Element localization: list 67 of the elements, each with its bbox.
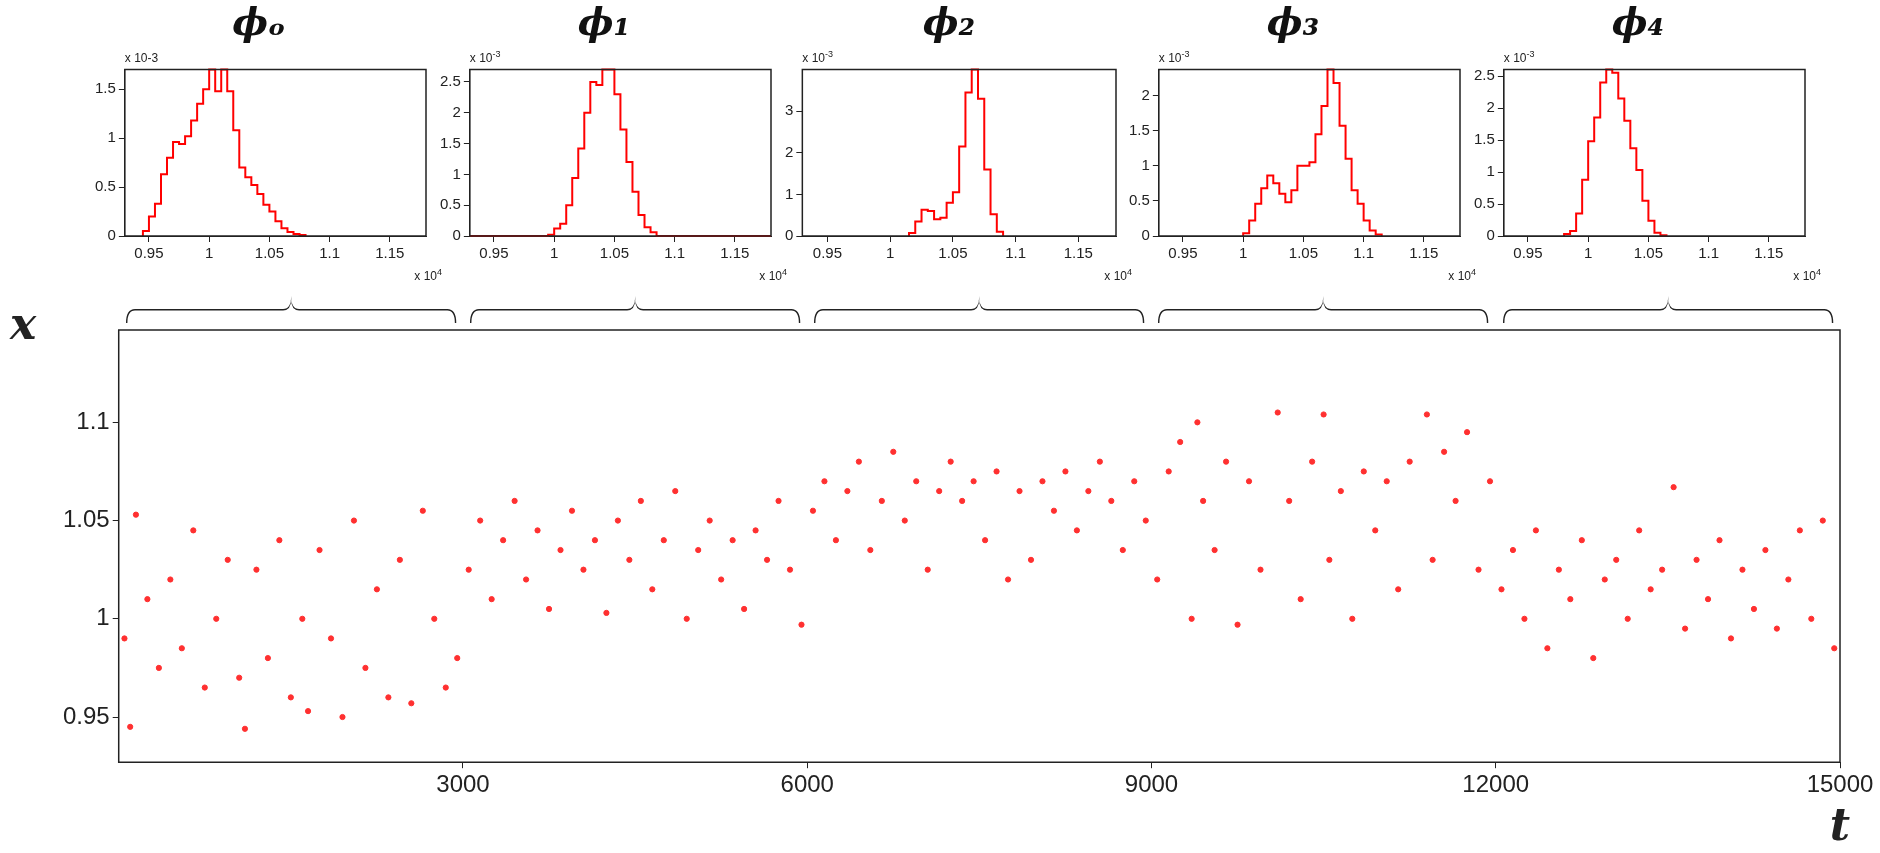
x-tick-label: 1.1 [1698, 244, 1720, 262]
y-tick-label: 2.5 [439, 72, 461, 90]
y-tick-label: 1.5 [1128, 120, 1150, 138]
y-tick-label: 0 [1486, 226, 1495, 244]
y-tick-label: 1 [96, 603, 110, 631]
y-tick-label: 0.95 [62, 701, 110, 729]
y-tick-label: 2 [1141, 85, 1150, 103]
y-tick-label: 1.5 [94, 79, 116, 97]
y-tick-label: 0 [452, 226, 461, 244]
x-tick-label: 1.05 [938, 244, 968, 262]
chart-title: ϕ₁ [577, 0, 631, 44]
y-tick-label: 1.5 [1473, 130, 1495, 148]
y-tick-label: 1.5 [439, 133, 461, 151]
y-tick-label: 0 [1141, 226, 1150, 244]
x-tick-label: 0.95 [1513, 244, 1543, 262]
y-tick-label: 2.5 [1473, 66, 1495, 84]
y-tick-label: 0.5 [439, 195, 461, 213]
chart-title: ϕ₂ [922, 0, 976, 44]
y-tick-label: 1.05 [62, 505, 110, 533]
x-tick-label: 0.95 [134, 244, 164, 262]
y-tick-label: 0 [107, 226, 116, 244]
y-tick-label: 1.1 [76, 406, 110, 434]
x-axis-title: t [1829, 799, 1851, 851]
x-tick-label: 9000 [1124, 770, 1179, 798]
y-tick-label: 0.5 [94, 177, 116, 195]
x-tick-label: 1.05 [1633, 244, 1663, 262]
x-tick-label: 1.05 [599, 244, 629, 262]
x-tick-label: 1 [550, 244, 559, 262]
x-tick-label: 1 [1584, 244, 1593, 262]
x-tick-label: 3000 [436, 770, 490, 798]
x-tick-label: 12000 [1462, 770, 1530, 798]
y-tick-label: 1 [785, 184, 794, 202]
chart-title: ϕ₄ [1611, 0, 1665, 44]
y-tick-label: 0.5 [1473, 194, 1495, 212]
x-tick-label: 1 [1239, 244, 1248, 262]
x-tick-label: 1.05 [1288, 244, 1318, 262]
x-tick-label: 1.15 [375, 244, 405, 262]
text: x 10-3 [124, 50, 159, 65]
y-tick-label: 3 [785, 101, 794, 119]
x-tick-label: 1 [885, 244, 895, 262]
y-axis-title: x [9, 298, 37, 350]
y-tick-label: 1 [1486, 162, 1495, 180]
x-tick-label: 1.15 [720, 244, 750, 262]
y-tick-label: 2 [1486, 98, 1495, 116]
x-tick-label: 1.1 [1005, 244, 1027, 262]
x-tick-label: 0.95 [812, 244, 843, 262]
x-tick-label: 1.15 [1409, 244, 1439, 262]
x-tick-label: 1.1 [664, 244, 686, 262]
x-tick-label: 1 [205, 244, 214, 262]
chart-title: ϕₒ [232, 0, 286, 44]
y-tick-label: 0.5 [1128, 191, 1150, 209]
x-tick-label: 1.15 [1063, 244, 1093, 262]
y-tick-label: 1 [452, 164, 461, 182]
y-tick-label: 0 [785, 226, 794, 244]
x-tick-label: 1.1 [1353, 244, 1375, 262]
y-tick-label: 2 [452, 102, 461, 120]
y-tick-label: 1 [107, 128, 116, 146]
x-tick-label: 6000 [780, 770, 834, 798]
x-tick-label: 1.15 [1754, 244, 1784, 262]
x-tick-label: 0.95 [479, 244, 509, 262]
x-tick-label: 1.05 [254, 244, 284, 262]
x-tick-label: 1.1 [319, 244, 341, 262]
x-tick-label: 0.95 [1168, 244, 1198, 262]
y-tick-label: 1 [1141, 155, 1150, 173]
chart-title: ϕ₃ [1266, 0, 1320, 44]
x-tick-label: 15000 [1806, 770, 1874, 798]
y-tick-label: 2 [785, 142, 794, 160]
